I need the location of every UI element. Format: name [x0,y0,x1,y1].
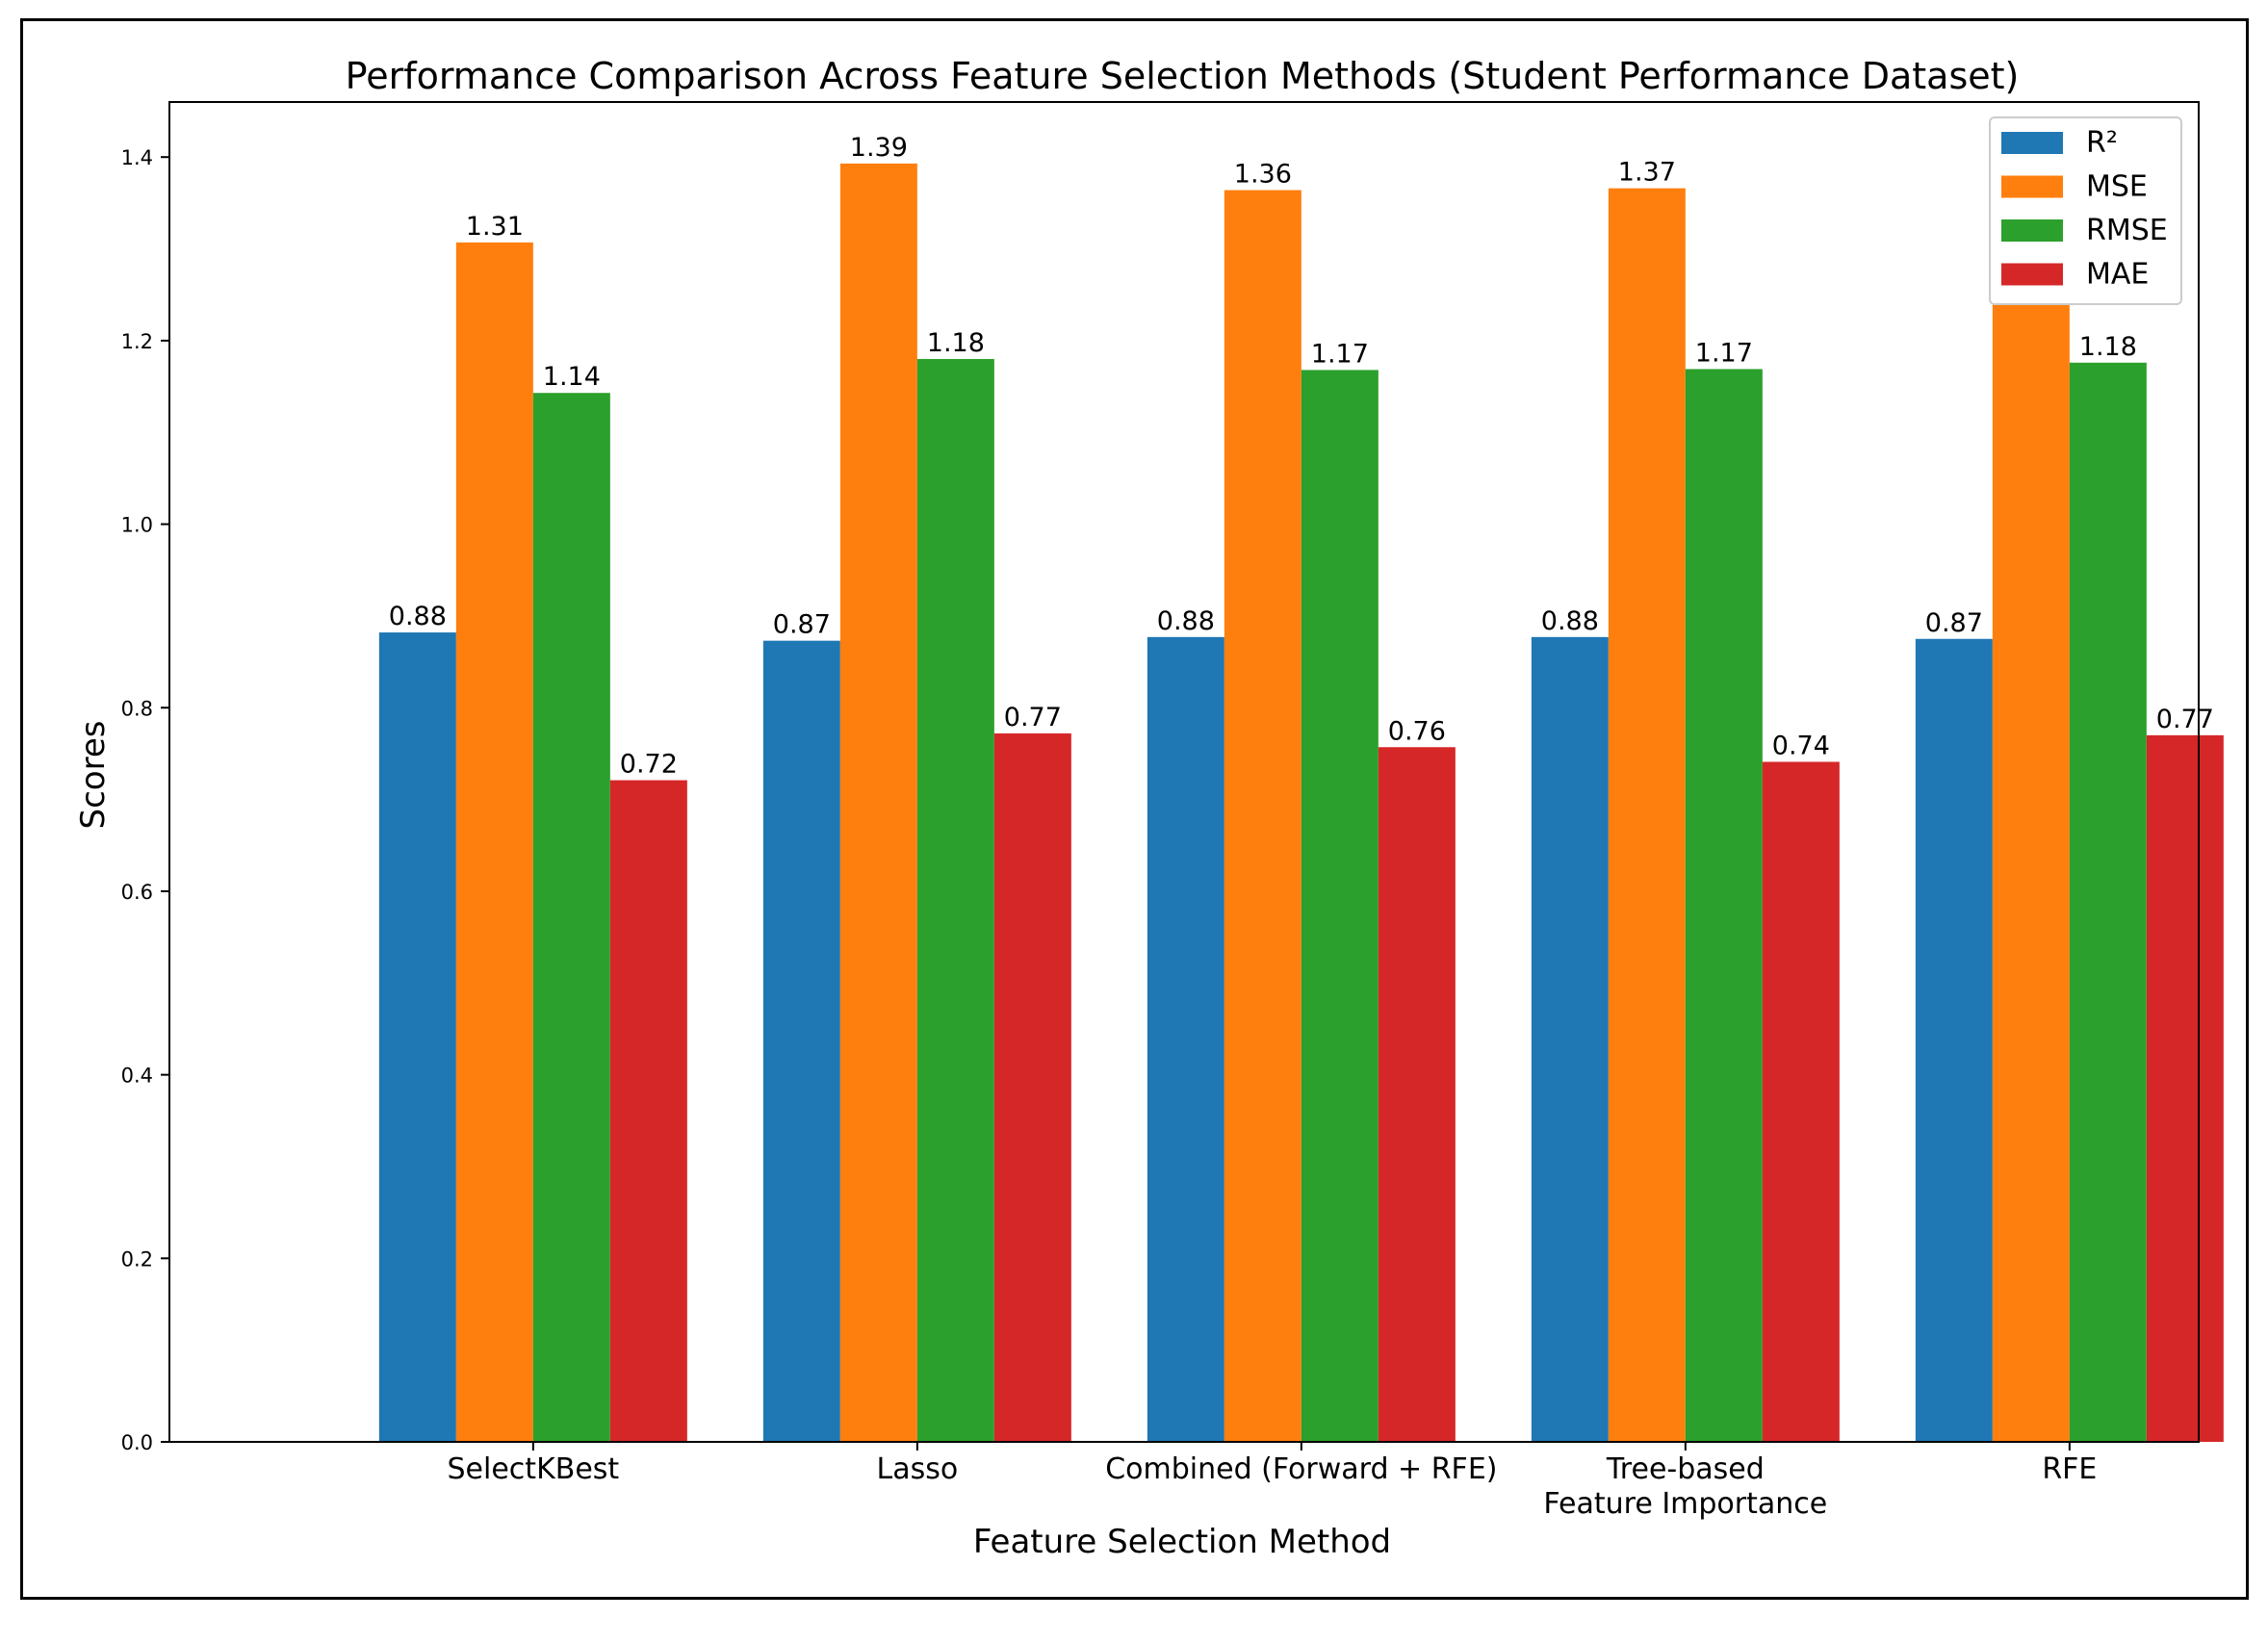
bar-r-1 [762,640,840,1442]
y-tick-label: 1.2 [121,330,153,353]
x-tick-label-line: Combined (Forward + RFE) [1105,1452,1497,1486]
figure-frame [20,18,2249,1600]
bar-value-label: 0.77 [1004,703,1062,732]
bar-value-label: 1.17 [1695,338,1753,368]
x-tick-label: Lasso [876,1452,958,1486]
bar-r-0 [378,632,456,1442]
bar-value-label: 1.31 [466,212,524,242]
bar-value-label: 0.88 [389,602,447,631]
x-tick-label-line: Tree-based [1606,1452,1765,1486]
legend-swatch [2001,175,2063,198]
y-tick-label: 0.4 [121,1065,153,1088]
bar-mae-4 [2146,734,2224,1442]
x-tick-label-line: Feature Importance [1543,1487,1827,1521]
axes-layer: 0.0 0.2 0.4 0.6 0.8 1.0 1.2 1.4 SelectKBest Lasso… [121,101,2200,1521]
bar-rmse-4 [2069,362,2147,1443]
bar-rmse-1 [916,358,994,1443]
bar-r-4 [1915,638,1993,1442]
y-tick-label: 1.4 [121,146,153,169]
legend-box [1989,116,2182,305]
bar-mae-0 [609,780,687,1442]
legend-label: RMSE [2086,214,2168,247]
x-tick-label-line: Lasso [876,1452,958,1486]
bar-rmse-0 [532,393,610,1443]
legend-swatch [2001,263,2063,286]
x-tick-label-line: SelectKBest [448,1452,620,1486]
x-tick-label: RFE [2042,1452,2097,1486]
bar-value-label: 1.18 [2079,332,2137,362]
y-tick-label: 0.2 [121,1247,153,1271]
y-tick-label: 1.0 [121,514,153,537]
bar-value-label: 0.77 [2156,705,2214,734]
bar-value-label: 1.37 [1618,158,1676,188]
bar-value-label: 1.36 [1234,160,1292,190]
x-axis-label: Feature Selection Method [973,1523,1391,1561]
bar-mse-1 [839,163,917,1443]
bar-value-label: 0.74 [1772,732,1830,761]
bar-r-2 [1147,636,1224,1442]
legend-label: R² [2086,126,2118,160]
bars-layer: 0.880.870.880.880.871.311.391.361.371.38… [378,133,2224,1443]
x-tick-label: SelectKBest [448,1452,620,1486]
legend-label: MSE [2086,170,2148,204]
bar-mse-4 [1992,173,2070,1442]
y-tick-label: 0.8 [121,697,153,720]
bar-value-label: 1.39 [850,133,908,163]
x-tick-label: Tree-based Feature Importance [1543,1452,1827,1521]
chart-title: Performance Comparison Across Feature Se… [346,55,2020,97]
bar-rmse-2 [1301,370,1379,1442]
x-tick-label: Combined (Forward + RFE) [1105,1452,1497,1486]
legend: R² MSE RMSE MAE [1989,116,2182,305]
bar-value-label: 0.72 [620,750,678,780]
legend-label: MAE [2086,258,2149,292]
bar-value-label: 1.17 [1311,339,1369,369]
bar-value-label: 0.87 [773,610,831,640]
y-tick-label: 0.6 [121,881,153,904]
bar-value-label: 0.88 [1157,606,1215,636]
bar-mse-2 [1224,190,1302,1442]
plot-area-border [168,101,2200,1443]
bar-value-label: 0.88 [1541,606,1599,636]
x-tick-label-line: RFE [2042,1452,2097,1486]
bar-value-label: 0.76 [1388,716,1446,746]
bar-mse-3 [1608,188,1686,1442]
legend-swatch [2001,219,2063,242]
bar-mae-1 [993,732,1071,1442]
bar-value-label: 1.14 [543,362,601,392]
bar-mse-0 [455,242,533,1442]
y-tick-label: 0.0 [121,1431,153,1454]
bar-mae-3 [1762,761,1840,1442]
bar-value-label: 1.18 [927,328,985,358]
legend-swatch [2001,132,2063,154]
y-axis-label: Scores [74,721,113,830]
bar-r-3 [1531,636,1609,1442]
bar-value-label: 0.87 [1925,608,1983,638]
bar-rmse-3 [1685,369,1763,1443]
bar-mae-2 [1378,747,1456,1442]
